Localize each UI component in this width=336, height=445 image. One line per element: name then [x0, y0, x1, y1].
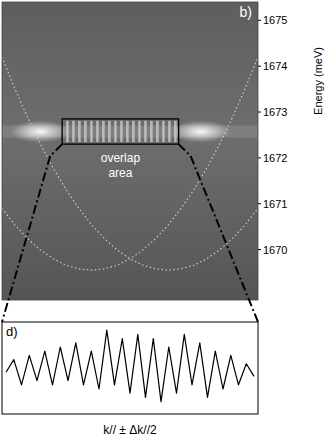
fringe [138, 121, 141, 142]
intensity-line [6, 330, 254, 401]
fringe [102, 121, 105, 142]
fringe [150, 121, 153, 142]
tick [258, 157, 261, 158]
panel-label: d) [6, 324, 18, 339]
fringe [162, 121, 165, 142]
tick-label: 1674 [263, 60, 287, 72]
fringe [90, 121, 93, 142]
tick [258, 66, 261, 67]
bright-spot [171, 121, 231, 143]
tick [258, 112, 261, 113]
fringe [174, 121, 177, 142]
tick-label: 1675 [263, 14, 287, 26]
annotation-line: area [108, 166, 132, 180]
fringe [108, 121, 111, 142]
figure: overlaparea b) 1670 1671 1672 1673 1674 1675 Ene… [0, 0, 336, 445]
plot-area [6, 330, 254, 401]
fringe [84, 121, 87, 142]
dispersion-curve [2, 57, 258, 270]
fringe [156, 121, 159, 142]
fringe [96, 121, 99, 142]
fringe [168, 121, 171, 142]
fringe [132, 121, 135, 142]
fringe [72, 121, 75, 142]
fringe [114, 121, 117, 142]
dispersion-curve [2, 57, 258, 270]
fringe [144, 121, 147, 142]
panel-frame [2, 322, 258, 414]
tick [258, 203, 261, 204]
tick-label: 1671 [263, 198, 287, 210]
tick-label: 1670 [263, 244, 287, 256]
tick-label: 1673 [263, 106, 287, 118]
image-panel [2, 2, 258, 300]
connector [179, 144, 258, 322]
axis-title: Energy (meV) [312, 47, 324, 115]
fringe [126, 121, 129, 142]
tick [258, 20, 261, 21]
axis-title: k// ± Δk//2 [103, 423, 157, 437]
bright-spot [10, 121, 70, 143]
fringe [66, 121, 69, 142]
annotation: overlaparea [101, 151, 141, 180]
fringe [120, 121, 123, 142]
panel-frame [2, 2, 258, 300]
tick [258, 249, 261, 250]
annotation-line: overlap [101, 151, 141, 165]
tick-label: 1672 [263, 152, 287, 164]
overlap-box [62, 119, 178, 144]
panel-label: b) [240, 4, 252, 20]
fringe [78, 121, 81, 142]
connector [2, 144, 62, 322]
image-background [2, 2, 258, 300]
